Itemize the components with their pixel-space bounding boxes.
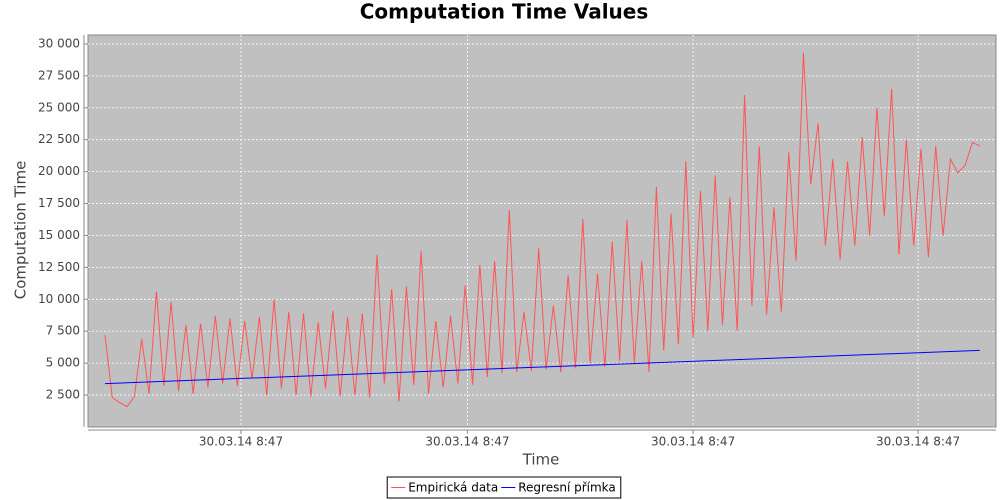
y-axis-label: Computation Time: [12, 161, 30, 300]
x-tick-label: 30.03.14 8:47: [876, 435, 960, 449]
y-tick-label: 22 500: [38, 132, 80, 146]
data-line: [104, 52, 981, 408]
x-tick-label: 30.03.14 8:47: [425, 435, 509, 449]
legend: Empirická data Regresní přímka: [386, 476, 622, 499]
y-tick-label: 17 500: [38, 196, 80, 210]
y-tick-label: 25 000: [38, 100, 80, 114]
y-tick-label: 5 000: [46, 356, 80, 370]
y-tick-label: 12 500: [38, 260, 80, 274]
y-tick-label: 10 000: [38, 292, 80, 306]
y-tick-label: 2 500: [46, 388, 80, 402]
plot-background: [87, 34, 997, 428]
x-axis-label: Time: [522, 451, 560, 469]
x-tick-label: 30.03.14 8:47: [199, 435, 283, 449]
x-tick-label: 30.03.14 8:47: [651, 435, 735, 449]
y-tick-label: 7 500: [46, 324, 80, 338]
data-line: [104, 349, 980, 385]
chart-title: Computation Time Values: [360, 0, 649, 24]
y-tick-label: 27 500: [38, 68, 80, 82]
legend-label: Empirická data: [408, 481, 498, 495]
y-tick-label: 20 000: [38, 164, 80, 178]
y-tick-label: 15 000: [38, 228, 80, 242]
y-tick-label: 30 000: [38, 36, 80, 50]
legend-label: Regresní přímka: [518, 481, 616, 495]
